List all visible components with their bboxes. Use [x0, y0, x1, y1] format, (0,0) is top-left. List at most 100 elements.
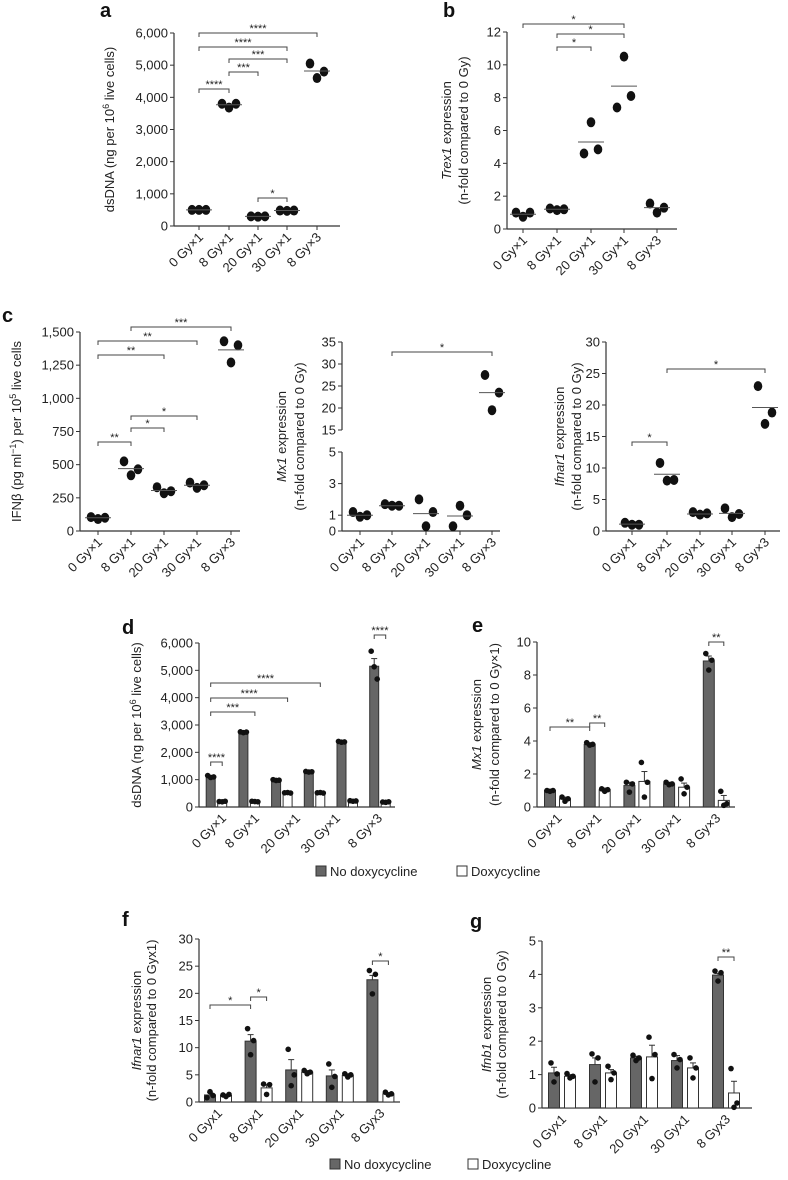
- panel-c3: 0 5 10 15 20 25 30 Ifnar1 expression (n-fold com…: [552, 335, 780, 580]
- data-point: [608, 1076, 614, 1083]
- y-tick-label: 6,000: [160, 636, 193, 651]
- data-point: [646, 1034, 652, 1040]
- x-tick-label: 0 Gyx1: [185, 1106, 225, 1146]
- data-point: [255, 799, 261, 805]
- significance-bracket: [666, 368, 766, 373]
- data-point: [655, 457, 665, 468]
- data-point: [718, 969, 724, 976]
- significance-label: *: [440, 342, 445, 354]
- significance-bracket: [130, 326, 232, 331]
- bar-no-doxycycline: [671, 1060, 683, 1109]
- y-tick-label: 5: [329, 445, 336, 460]
- data-point: [720, 503, 730, 514]
- y-tick-label: 15: [586, 429, 600, 444]
- bar-no-doxycycline: [205, 776, 216, 808]
- y-axis-title: Trex1 expression: [439, 81, 454, 180]
- significance-bracket: [210, 697, 289, 702]
- data-point: [623, 779, 630, 786]
- x-tick-label: 0 Gyx1: [529, 1112, 569, 1152]
- bar-no-doxycycline: [589, 1064, 601, 1109]
- y-tick-label: 25: [179, 959, 193, 974]
- x-tick-label: 8 Gy×3: [624, 233, 665, 274]
- data-point: [724, 800, 730, 807]
- x-tick-label: 8 Gyx1: [226, 1106, 266, 1146]
- data-point: [210, 1092, 216, 1099]
- data-point: [207, 1088, 213, 1095]
- significance-label: *: [588, 24, 593, 36]
- data-point: [611, 1070, 617, 1076]
- y-tick-label: 2,000: [135, 154, 168, 169]
- significance-label: **: [127, 345, 136, 357]
- data-point: [291, 1072, 298, 1078]
- data-point: [288, 1082, 295, 1089]
- data-point: [309, 768, 315, 775]
- y-axis-title-part: expression: [552, 387, 567, 453]
- y-tick-label: 0: [593, 524, 600, 539]
- data-point: [119, 456, 129, 467]
- y-tick-label: 25: [322, 379, 336, 394]
- data-point: [380, 499, 390, 510]
- bar-no-doxycycline: [336, 741, 347, 808]
- y-axis-title-part: −1: [8, 444, 18, 454]
- significance-bracket: [522, 23, 625, 28]
- significance-label: ***: [226, 702, 240, 714]
- data-point: [455, 500, 465, 511]
- significance-label: **: [110, 432, 119, 444]
- y-tick-label: 2: [494, 189, 501, 204]
- data-point: [626, 789, 633, 795]
- data-point: [718, 788, 724, 795]
- data-point: [671, 1051, 677, 1058]
- data-point: [612, 102, 622, 113]
- y-tick-label: 1: [329, 508, 336, 523]
- data-point: [712, 968, 718, 974]
- bar-doxycycline: [687, 1067, 699, 1109]
- bar-no-doxycycline: [244, 1040, 257, 1103]
- data-point: [702, 508, 712, 519]
- y-tick-label: 20: [322, 401, 336, 416]
- data-point: [636, 1055, 642, 1061]
- panel-label: g: [470, 911, 482, 933]
- significance-bracket: [198, 46, 288, 51]
- data-point: [690, 1075, 696, 1081]
- significance-bracket: [130, 415, 198, 420]
- panel-g: g 0 1 2 3 4 5 Ifnb1 expression (n-fold compared …: [470, 911, 752, 1156]
- bar-doxycycline: [678, 786, 691, 808]
- data-point: [644, 779, 651, 786]
- y-tick-label: 1,250: [41, 358, 74, 373]
- data-point: [605, 1063, 611, 1070]
- y-axis-title-part: Ifnar1: [129, 1037, 144, 1070]
- data-point: [629, 781, 636, 787]
- data-point: [678, 776, 684, 782]
- x-tick-label: 30 Gy×1: [298, 811, 344, 857]
- x-tick-label: 8 Gy×3: [198, 535, 239, 576]
- y-axis-title-line2: (n-fold compared to 0 Gy): [456, 56, 471, 204]
- y-axis-title-part: live cells): [102, 47, 117, 104]
- y-tick-label: 6,000: [135, 26, 168, 41]
- data-point: [564, 1070, 570, 1077]
- data-point: [627, 519, 637, 530]
- y-tick-label: 5: [529, 934, 536, 949]
- y-axis-title-part: 6: [101, 104, 111, 109]
- significance-bracket: [250, 996, 268, 1001]
- significance-label: ****: [257, 673, 275, 685]
- bar-no-doxycycline: [303, 771, 314, 808]
- data-point: [421, 521, 431, 532]
- bar-no-doxycycline: [623, 785, 636, 808]
- data-point: [604, 786, 611, 793]
- data-point: [312, 73, 322, 84]
- y-tick-label: 1,000: [41, 391, 74, 406]
- x-tick-label: 0 Gy×1: [327, 535, 368, 576]
- y-tick-label: 2,000: [160, 745, 193, 760]
- bar-doxycycline: [646, 1056, 658, 1109]
- data-point: [767, 407, 777, 418]
- y-tick-label: 10: [179, 1040, 193, 1055]
- y-tick-label: 4: [524, 734, 531, 749]
- bar-doxycycline: [638, 780, 651, 808]
- legend-label: No doxycycline: [330, 864, 417, 879]
- data-point: [703, 650, 709, 657]
- y-tick-label: 0: [329, 524, 336, 539]
- panel-b: b 0 2 4 6 8 10 12 Trex1 expression (n-fold compar…: [439, 0, 677, 278]
- legend-swatch: [456, 865, 468, 877]
- y-tick-label: 3: [329, 476, 336, 491]
- data-point: [414, 494, 424, 505]
